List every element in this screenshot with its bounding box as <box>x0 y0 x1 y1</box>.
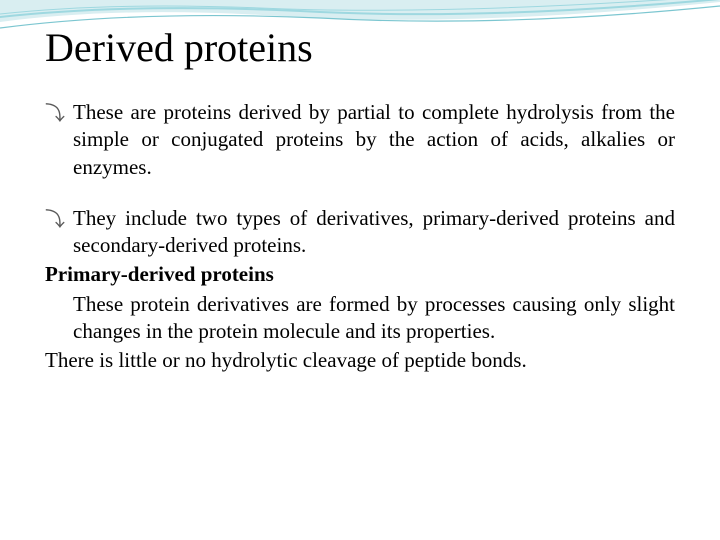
sub-heading: Primary-derived proteins <box>45 261 675 288</box>
slide-title: Derived proteins <box>45 24 675 71</box>
slide-container: Derived proteins ⤵ These are proteins de… <box>0 0 720 540</box>
bullet-item: ⤵ They include two types of derivatives,… <box>45 205 675 260</box>
bullet-item: ⤵ These are proteins derived by partial … <box>45 99 675 181</box>
bullet-text: These are proteins derived by partial to… <box>73 100 675 179</box>
body-paragraph: There is little or no hydrolytic cleavag… <box>45 347 675 374</box>
bullet-icon: ⤵ <box>45 101 65 127</box>
bullet-icon: ⤵ <box>45 207 65 233</box>
body-paragraph: These protein derivatives are formed by … <box>45 291 675 346</box>
bullet-text: They include two types of derivatives, p… <box>73 206 675 257</box>
